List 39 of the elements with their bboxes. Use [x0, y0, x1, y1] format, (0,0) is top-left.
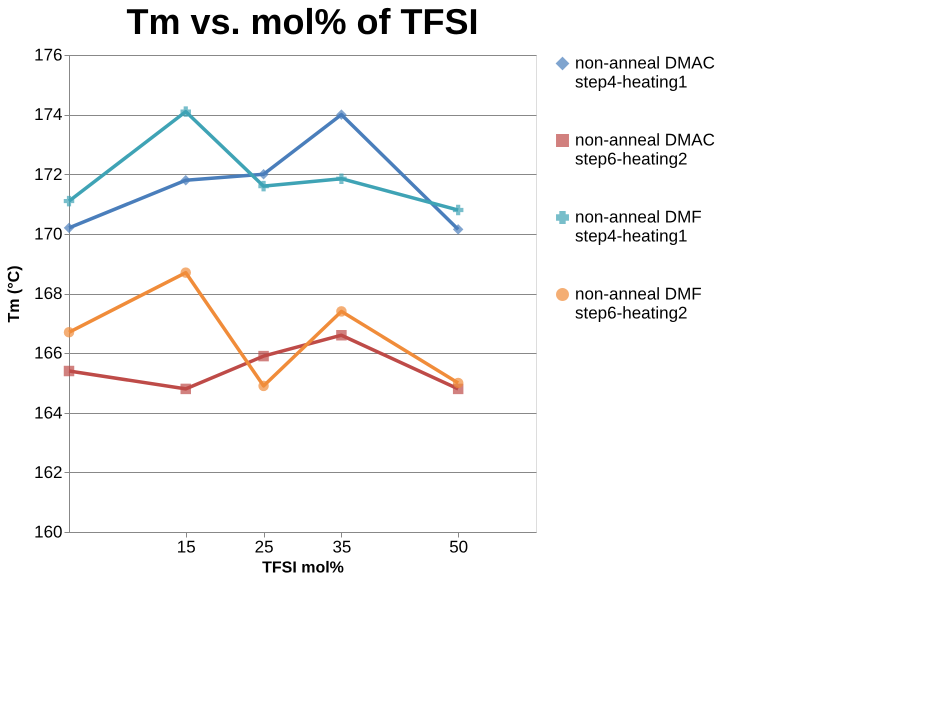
- y-tick-label: 172: [34, 164, 62, 184]
- point: [452, 204, 464, 216]
- y-tick-label: 162: [34, 462, 62, 482]
- legend-label: non-anneal DMAC step6-heating2: [575, 130, 715, 168]
- point: [336, 109, 347, 120]
- point: [180, 384, 191, 394]
- point: [64, 327, 74, 338]
- point: [180, 174, 191, 186]
- point: [452, 378, 464, 388]
- point: [64, 222, 74, 234]
- point: [180, 267, 191, 278]
- point: [64, 366, 74, 376]
- x-axis-title: TFSI mol%: [262, 560, 344, 576]
- x-tick-label: 25: [254, 538, 274, 556]
- y-tick-label: 164: [34, 403, 62, 422]
- chart-title: Tm vs. mol% of TFSI: [126, 1, 479, 42]
- y-tick-label: 160: [34, 522, 62, 542]
- legend-label: non-anneal DMAC step4-heating1: [575, 54, 715, 92]
- point: [452, 224, 464, 235]
- point: [258, 180, 269, 192]
- y-tick-label: 170: [34, 224, 62, 244]
- legend-label: non-anneal DMF step6-heating2: [575, 284, 702, 322]
- point: [336, 173, 347, 184]
- y-tick-label: 166: [34, 344, 62, 363]
- point: [180, 106, 191, 117]
- y-tick-label: 168: [34, 284, 62, 303]
- x-tick-label: 35: [332, 538, 352, 556]
- point: [336, 330, 347, 340]
- x-tick-label: 50: [449, 538, 468, 556]
- legend-label: non-anneal DMF step4-heating1: [575, 208, 702, 246]
- y-axis-title: Tm (°C): [6, 265, 24, 323]
- y-tick-label: 176: [34, 46, 62, 64]
- point: [64, 196, 74, 206]
- point: [336, 306, 347, 317]
- point: [258, 350, 269, 362]
- x-tick-label: 15: [176, 538, 196, 556]
- point: [258, 380, 269, 392]
- point: [258, 169, 269, 180]
- y-tick-label: 174: [34, 105, 62, 124]
